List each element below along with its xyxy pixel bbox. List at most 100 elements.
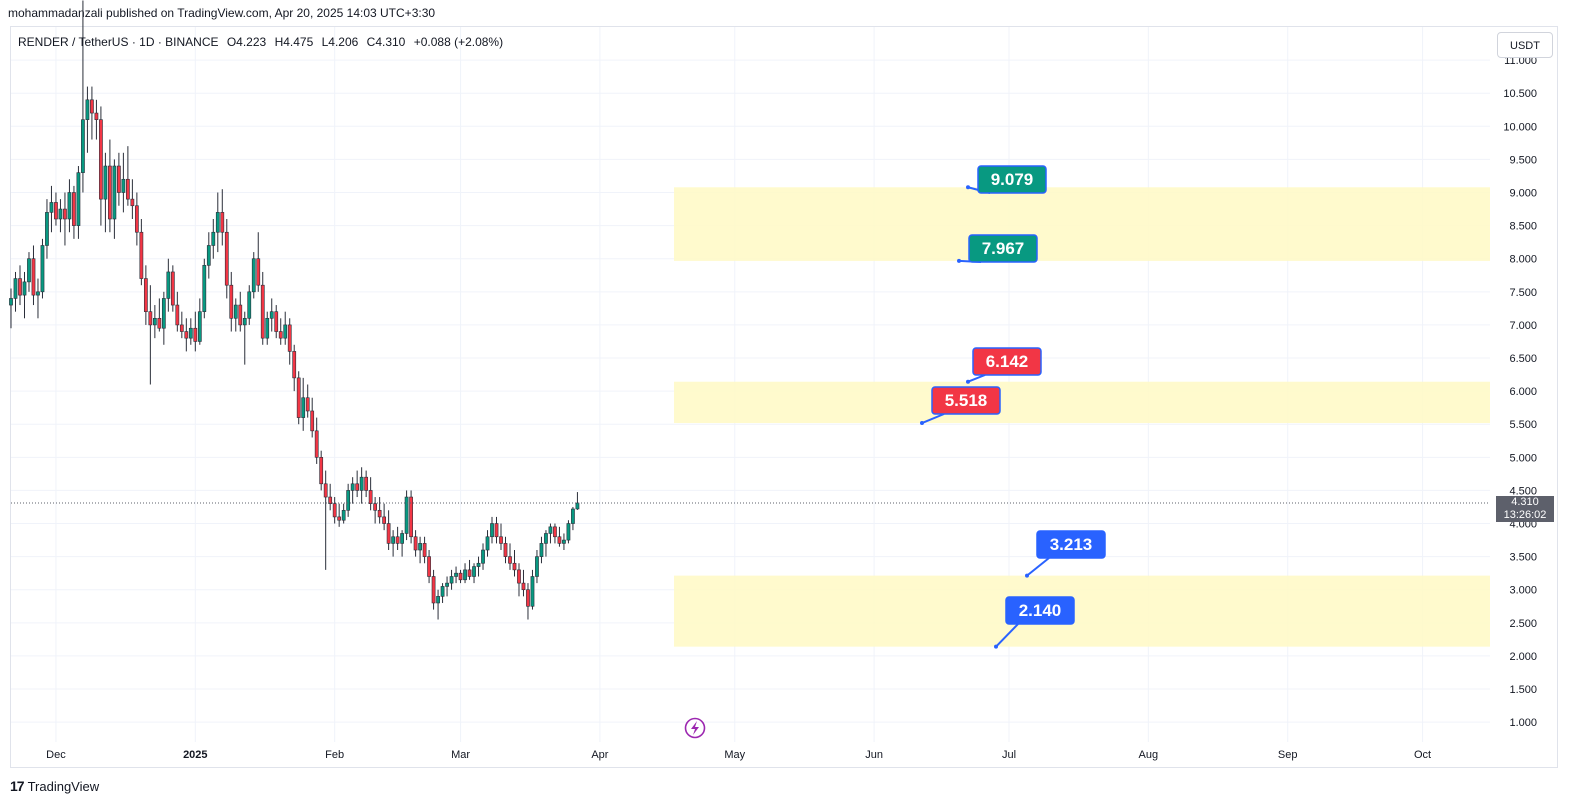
candle	[508, 543, 512, 570]
candle-body	[449, 576, 454, 584]
candle-body	[319, 457, 324, 485]
candle	[355, 470, 360, 498]
candle-body	[323, 483, 328, 498]
tradingview-logo-icon: 17	[10, 778, 25, 794]
candle-body	[152, 317, 157, 326]
candle	[49, 185, 54, 233]
candle-body	[206, 245, 211, 266]
candle	[85, 86, 90, 153]
price-callout-red[interactable]: 6.142	[966, 347, 1042, 384]
candle	[436, 589, 440, 620]
candle	[440, 583, 445, 603]
candle	[490, 516, 494, 544]
y-tick-label: 8.000	[1509, 254, 1537, 266]
price-callout-blue[interactable]: 2.140	[994, 596, 1075, 649]
candle	[238, 291, 243, 332]
candle-body	[13, 278, 18, 299]
candle	[283, 311, 288, 345]
candle	[99, 106, 103, 226]
candle-body	[166, 271, 171, 299]
chart-frame[interactable]	[10, 26, 1558, 768]
candle	[229, 271, 234, 332]
candle-body	[337, 516, 342, 521]
candle	[454, 566, 458, 584]
candle	[117, 152, 121, 206]
y-tick-label: 7.500	[1509, 287, 1537, 299]
y-tick-label: 3.500	[1509, 552, 1537, 564]
candle-body	[508, 556, 512, 564]
y-tick-label: 7.000	[1509, 320, 1537, 332]
candle	[130, 179, 135, 219]
candle-body	[454, 572, 458, 577]
legend-low: L4.206	[321, 35, 359, 49]
zones	[674, 187, 1490, 647]
price-annotations[interactable]: 9.079 7.967 6.142 5.518 3.213 2.140	[920, 165, 1106, 649]
callout-box[interactable]	[968, 234, 1038, 263]
tradingview-logo[interactable]: 17 TradingView	[10, 778, 99, 794]
callout-box[interactable]	[977, 165, 1047, 194]
price-callout-blue[interactable]: 3.213	[1025, 530, 1106, 578]
price-zone	[674, 381, 1490, 424]
lightning-icon[interactable]	[684, 717, 706, 739]
callout-box[interactable]	[1005, 596, 1075, 625]
price-callout-red[interactable]: 5.518	[920, 386, 1001, 426]
y-axis[interactable]: 1.0001.5002.0002.5003.0003.5004.0004.500…	[1503, 55, 1537, 729]
legend-open: O4.223	[226, 35, 267, 49]
candle	[265, 311, 270, 345]
candle-body	[332, 503, 337, 518]
candle-body	[530, 576, 535, 607]
candle	[323, 470, 328, 570]
candle	[418, 536, 422, 564]
candle	[224, 218, 229, 299]
candle-body	[157, 317, 162, 329]
callout-box[interactable]	[1036, 530, 1106, 559]
price-callout-green[interactable]: 9.079	[966, 165, 1047, 194]
symbol-name[interactable]: RENDER / TetherUS · 1D · BINANCE	[18, 35, 219, 49]
x-tick-label: Jul	[1002, 749, 1016, 761]
currency-button[interactable]: USDT	[1497, 32, 1553, 58]
candle	[67, 179, 72, 233]
candle	[337, 503, 342, 527]
candle	[81, 0, 85, 193]
candle	[148, 285, 153, 385]
candle-body	[472, 566, 476, 577]
candle-body	[161, 298, 166, 329]
candle	[409, 490, 413, 544]
candle-body	[287, 324, 292, 352]
candle	[220, 189, 225, 246]
candle-body	[553, 526, 557, 538]
event-marker[interactable]	[684, 717, 706, 739]
candle	[373, 497, 378, 524]
candle	[157, 298, 162, 332]
callout-anchor-dot	[957, 258, 961, 263]
x-axis[interactable]: Dec 2025 Feb Mar Apr May Jun Jul Aug Sep Oct	[46, 749, 1431, 761]
y-tick-label: 9.000	[1509, 188, 1537, 200]
legend-high: H4.475	[274, 35, 314, 49]
candle-body	[184, 331, 189, 339]
tradingview-logo-text: TradingView	[27, 778, 100, 794]
candle-body	[229, 284, 234, 319]
candle	[202, 258, 207, 319]
candle-body	[539, 543, 544, 557]
candle-body	[314, 430, 319, 458]
candle-body	[112, 165, 117, 220]
candle-body	[121, 178, 126, 193]
candle-body	[283, 324, 288, 339]
candle	[36, 278, 40, 319]
candle	[463, 563, 467, 584]
candle-body	[143, 278, 148, 312]
callout-box[interactable]	[972, 347, 1042, 376]
price-callout-green[interactable]: 7.967	[957, 234, 1038, 263]
callout-text: 7.967	[982, 239, 1025, 258]
callout-box[interactable]	[931, 386, 1001, 415]
candle	[152, 305, 157, 339]
candle	[9, 288, 13, 329]
candle-body	[512, 562, 517, 571]
candle	[45, 199, 49, 259]
candle-body	[355, 483, 360, 491]
candle	[161, 291, 166, 345]
candle	[346, 483, 351, 517]
candle-body	[499, 536, 503, 544]
candle	[179, 311, 184, 339]
